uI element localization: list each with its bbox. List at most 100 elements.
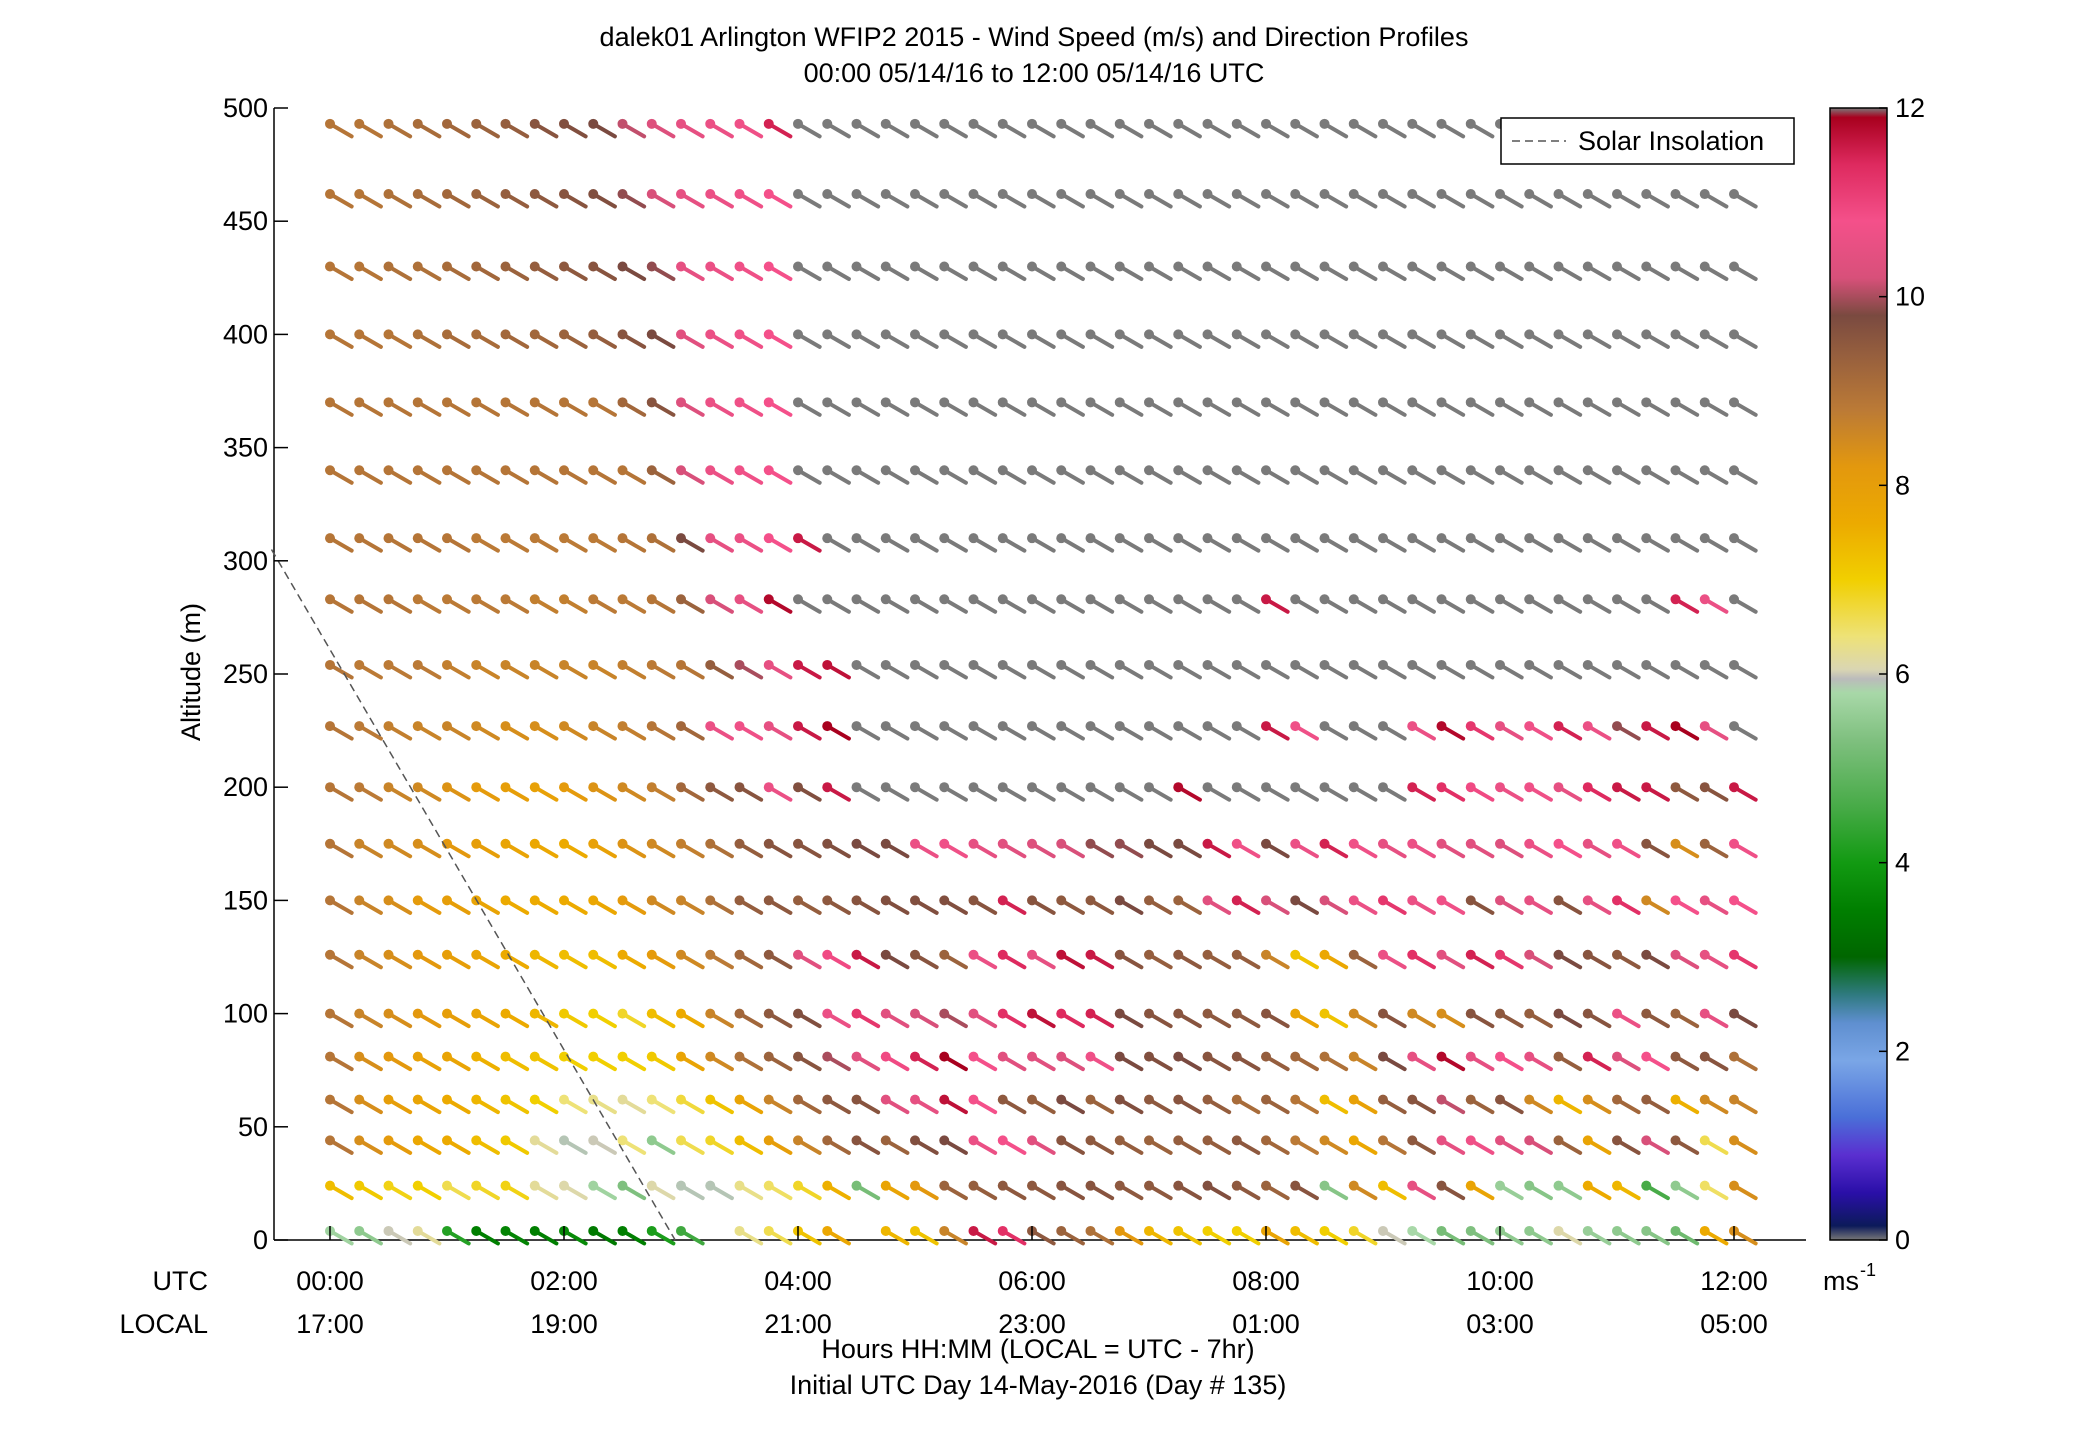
wind-marker — [1582, 782, 1612, 802]
wind-marker-dot — [559, 397, 569, 408]
wind-marker-dot — [1699, 949, 1710, 960]
wind-marker-dot — [793, 533, 803, 544]
wind-marker-dot — [500, 949, 511, 960]
wind-marker-dot — [822, 189, 833, 200]
wind-marker-dot — [880, 1225, 891, 1236]
wind-marker — [997, 261, 1027, 281]
wind-marker-dot — [705, 782, 716, 793]
wind-marker — [793, 838, 822, 859]
wind-marker-dot — [1319, 1051, 1330, 1062]
wind-marker-dot — [1348, 895, 1359, 906]
wind-marker-dot — [763, 1094, 774, 1105]
wind-marker — [1524, 1135, 1553, 1155]
colorbar-tick-label: 10 — [1895, 282, 1925, 312]
wind-marker-dot — [1495, 594, 1505, 605]
wind-marker-dot — [617, 594, 628, 605]
wind-marker-dot — [1641, 533, 1652, 544]
wind-marker-dot — [325, 594, 335, 605]
wind-marker — [676, 1008, 705, 1029]
wind-marker — [1085, 594, 1115, 614]
wind-marker — [354, 1051, 383, 1072]
wind-marker — [1056, 397, 1085, 417]
wind-marker — [1612, 721, 1641, 741]
wind-marker — [588, 782, 617, 802]
wind-marker — [325, 659, 354, 680]
wind-marker — [705, 261, 734, 281]
wind-marker — [968, 1180, 998, 1201]
y-tick-label: 450 — [223, 206, 268, 236]
wind-marker-dot — [442, 189, 452, 200]
wind-marker — [1582, 1051, 1612, 1072]
wind-marker — [1465, 1180, 1495, 1201]
wind-marker-dot — [588, 782, 599, 793]
wind-marker-dot — [500, 1051, 511, 1062]
wind-marker — [822, 949, 851, 970]
wind-marker-dot — [412, 594, 423, 605]
wind-marker-dot — [968, 1180, 979, 1191]
wind-marker-dot — [412, 397, 423, 408]
wind-marker-dot — [880, 838, 891, 849]
wind-marker — [1582, 533, 1612, 553]
wind-marker — [1670, 659, 1700, 680]
wind-marker-dot — [1641, 659, 1652, 670]
wind-marker — [880, 1051, 910, 1072]
legend: Solar Insolation — [1500, 117, 1795, 165]
wind-marker — [1027, 895, 1056, 915]
wind-marker — [793, 189, 822, 209]
wind-marker — [851, 949, 881, 970]
wind-marker — [354, 261, 383, 281]
wind-marker-dot — [1436, 594, 1447, 605]
wind-marker-dot — [412, 189, 423, 200]
wind-marker — [1407, 533, 1436, 553]
wind-marker — [500, 1225, 530, 1246]
wind-marker — [1378, 533, 1407, 553]
wind-marker-dot — [1202, 721, 1213, 732]
wind-marker-dot — [939, 261, 950, 272]
wind-marker-dot — [1378, 118, 1388, 129]
wind-marker — [500, 118, 530, 139]
wind-marker — [1436, 594, 1466, 614]
wind-marker — [1378, 465, 1407, 485]
wind-marker — [1114, 659, 1144, 680]
wind-marker — [997, 1225, 1027, 1246]
wind-marker — [529, 1094, 559, 1115]
wind-marker-dot — [880, 465, 891, 476]
wind-marker-dot — [1085, 1225, 1096, 1236]
wind-marker-dot — [822, 465, 833, 476]
wind-marker — [1495, 189, 1524, 209]
wind-marker-dot — [822, 1225, 833, 1236]
wind-marker — [646, 1225, 676, 1246]
wind-marker — [559, 1008, 588, 1029]
wind-marker-dot — [1729, 1180, 1739, 1191]
wind-marker — [1524, 189, 1553, 209]
wind-marker-dot — [1641, 949, 1652, 960]
wind-marker-dot — [705, 533, 716, 544]
wind-marker-dot — [1524, 782, 1535, 793]
wind-marker — [1436, 1180, 1466, 1201]
wind-marker-dot — [1085, 782, 1096, 793]
wind-marker — [1202, 1051, 1232, 1072]
wind-marker — [763, 465, 793, 485]
wind-marker — [354, 1094, 383, 1115]
wind-marker-dot — [1436, 465, 1447, 476]
wind-marker-dot — [325, 1135, 335, 1146]
wind-marker-dot — [1144, 189, 1154, 200]
colorbar-tick-label: 12 — [1895, 93, 1925, 123]
wind-marker — [412, 1180, 442, 1201]
wind-marker — [676, 189, 705, 209]
wind-marker — [1465, 782, 1495, 802]
wind-marker-dot — [325, 659, 335, 670]
wind-marker — [1231, 1180, 1261, 1201]
wind-marker-dot — [529, 533, 540, 544]
wind-marker-dot — [1612, 782, 1622, 793]
wind-marker — [1085, 397, 1115, 417]
wind-marker-dot — [705, 465, 716, 476]
wind-marker — [500, 1180, 530, 1201]
wind-marker-dot — [412, 1180, 423, 1191]
wind-marker-dot — [822, 261, 833, 272]
wind-marker-dot — [1144, 533, 1154, 544]
wind-marker — [500, 329, 530, 349]
wind-marker — [383, 1094, 413, 1115]
wind-marker-dot — [1699, 1051, 1710, 1062]
wind-marker-dot — [1231, 659, 1242, 670]
